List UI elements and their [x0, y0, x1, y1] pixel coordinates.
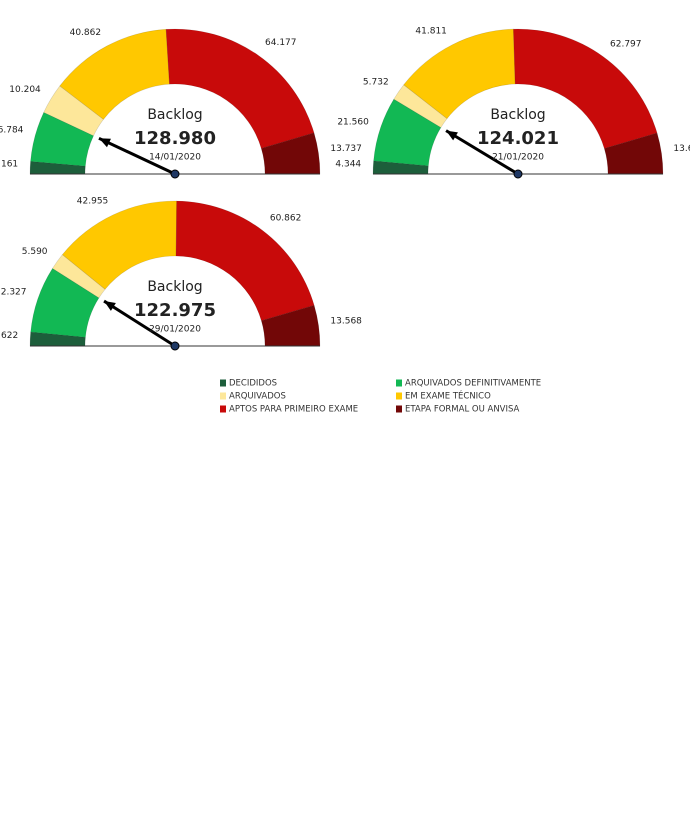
value-label: 42.955	[77, 196, 109, 206]
legend-label: APTOS PARA PRIMEIRO EXAME	[229, 405, 358, 415]
value-label: 4.622	[0, 331, 18, 341]
legend: DECIDIDOS ARQUIVADOS DEFINITIVAMENTE ARQUI…	[220, 379, 541, 415]
legend-swatch	[220, 380, 226, 387]
legend-label: DECIDIDOS	[229, 379, 277, 389]
gauge: 4.344 21.560 5.732 41.811 62.797 13.681 Backlo…	[335, 27, 690, 178]
value-label: 4.344	[335, 159, 361, 169]
gauge-title: Backlog	[147, 279, 202, 295]
legend-swatch	[396, 393, 402, 400]
value-label: 21.560	[337, 118, 369, 128]
legend-swatch	[220, 393, 226, 400]
legend-label: EM EXAME TÉCNICO	[405, 390, 491, 402]
gauge-date: 21/01/2020	[492, 153, 544, 163]
legend-swatch	[220, 406, 226, 413]
value-label: 13.568	[330, 316, 362, 326]
gauge: 4.161 16.784 10.204 40.862 64.177 13.737 Backl…	[0, 28, 362, 178]
value-label: 40.862	[70, 28, 102, 38]
gauge-total: 122.975	[134, 300, 216, 321]
value-label: 13.737	[330, 144, 362, 154]
value-label: 22.327	[0, 288, 27, 298]
legend-label: ARQUIVADOS	[229, 392, 286, 402]
legend-swatch	[396, 406, 402, 413]
value-label: 10.204	[9, 85, 41, 95]
needle-hub	[514, 170, 522, 178]
value-label: 5.732	[363, 77, 389, 87]
value-label: 5.590	[22, 247, 48, 257]
gauge-title: Backlog	[147, 107, 202, 123]
gauge-total: 128.980	[134, 128, 216, 149]
value-label: 13.681	[673, 144, 690, 154]
value-label: 62.797	[610, 39, 642, 49]
value-label: 4.161	[0, 160, 18, 170]
gauge-date: 14/01/2020	[149, 153, 201, 163]
value-label: 64.177	[265, 38, 297, 48]
needle-hub	[171, 170, 179, 178]
gauge-title: Backlog	[490, 107, 545, 123]
gauge-total: 124.021	[477, 128, 559, 149]
legend-label: ARQUIVADOS DEFINITIVAMENTE	[405, 379, 541, 389]
value-label: 41.811	[415, 27, 447, 37]
legend-label: ETAPA FORMAL OU ANVISA	[405, 405, 520, 415]
value-label: 16.784	[0, 126, 24, 136]
gauge: 4.622 22.327 5.590 42.955 60.862 13.568 Backlo…	[0, 196, 362, 350]
legend-swatch	[396, 380, 402, 387]
needle-hub	[171, 342, 179, 350]
gauge-date: 29/01/2020	[149, 325, 201, 335]
value-label: 60.862	[270, 213, 302, 223]
